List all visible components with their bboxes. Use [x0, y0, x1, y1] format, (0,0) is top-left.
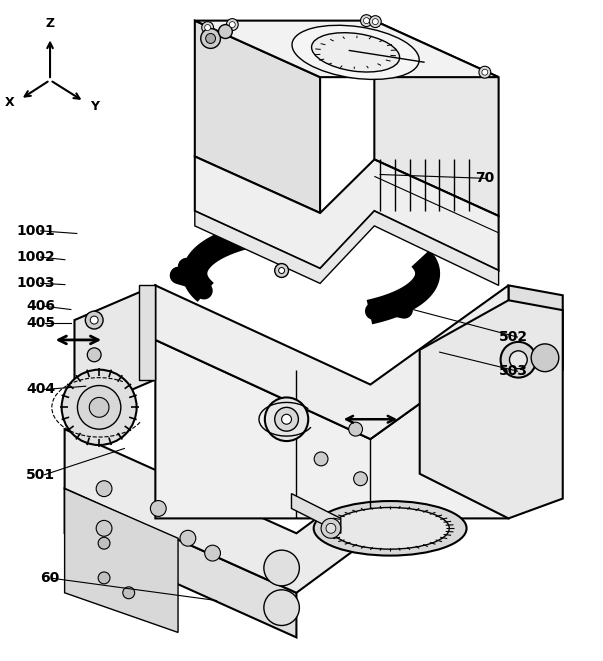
Circle shape: [96, 520, 112, 536]
Circle shape: [314, 452, 328, 466]
Circle shape: [282, 414, 291, 424]
Circle shape: [218, 24, 232, 38]
Polygon shape: [291, 494, 341, 533]
Circle shape: [89, 397, 109, 417]
Circle shape: [86, 311, 103, 329]
Circle shape: [226, 19, 238, 30]
Circle shape: [206, 34, 215, 44]
Circle shape: [373, 19, 378, 24]
Circle shape: [202, 22, 213, 34]
Circle shape: [150, 500, 166, 516]
Circle shape: [364, 18, 370, 24]
Text: 1003: 1003: [16, 276, 55, 290]
Polygon shape: [420, 300, 563, 518]
Circle shape: [98, 537, 110, 549]
Text: 70: 70: [475, 171, 494, 186]
Polygon shape: [156, 286, 508, 439]
Circle shape: [326, 524, 336, 533]
Circle shape: [264, 590, 299, 625]
Circle shape: [62, 369, 137, 445]
Polygon shape: [65, 429, 370, 593]
Polygon shape: [195, 20, 320, 213]
Polygon shape: [65, 488, 297, 637]
Text: Y: Y: [90, 100, 99, 113]
Circle shape: [204, 545, 221, 561]
Polygon shape: [195, 20, 499, 77]
Circle shape: [275, 264, 288, 278]
Text: 404: 404: [27, 383, 55, 397]
Text: 503: 503: [499, 364, 528, 378]
Text: 60: 60: [40, 571, 59, 585]
Polygon shape: [195, 157, 499, 270]
Circle shape: [500, 342, 536, 377]
Text: 502: 502: [499, 330, 528, 344]
Text: X: X: [5, 96, 14, 109]
Circle shape: [531, 344, 559, 371]
Ellipse shape: [314, 501, 467, 556]
Circle shape: [201, 28, 221, 48]
Circle shape: [482, 69, 488, 75]
Circle shape: [265, 397, 308, 441]
Circle shape: [229, 22, 235, 28]
Circle shape: [370, 16, 381, 28]
Text: 1001: 1001: [16, 224, 55, 238]
Circle shape: [349, 422, 362, 436]
Text: Z: Z: [45, 17, 55, 30]
Polygon shape: [195, 211, 499, 286]
Ellipse shape: [292, 25, 419, 79]
Text: 405: 405: [27, 316, 55, 330]
Polygon shape: [156, 340, 508, 518]
Circle shape: [321, 518, 341, 538]
Ellipse shape: [312, 32, 400, 72]
Polygon shape: [65, 488, 178, 633]
Text: 1002: 1002: [16, 250, 55, 264]
Circle shape: [123, 587, 134, 599]
Circle shape: [353, 472, 367, 486]
Circle shape: [180, 530, 196, 546]
Text: 406: 406: [27, 299, 55, 313]
Circle shape: [77, 385, 121, 429]
Circle shape: [264, 550, 299, 586]
Circle shape: [98, 572, 110, 584]
Text: 501: 501: [27, 468, 55, 482]
Circle shape: [87, 348, 101, 362]
Circle shape: [510, 351, 527, 369]
Circle shape: [361, 15, 373, 26]
Circle shape: [204, 24, 210, 30]
Circle shape: [479, 66, 491, 78]
Polygon shape: [139, 286, 156, 379]
Circle shape: [275, 407, 298, 431]
Circle shape: [90, 316, 98, 324]
Circle shape: [279, 268, 285, 274]
Polygon shape: [75, 286, 156, 414]
Ellipse shape: [331, 508, 449, 549]
Polygon shape: [374, 20, 499, 216]
Circle shape: [96, 481, 112, 496]
Polygon shape: [508, 286, 563, 369]
